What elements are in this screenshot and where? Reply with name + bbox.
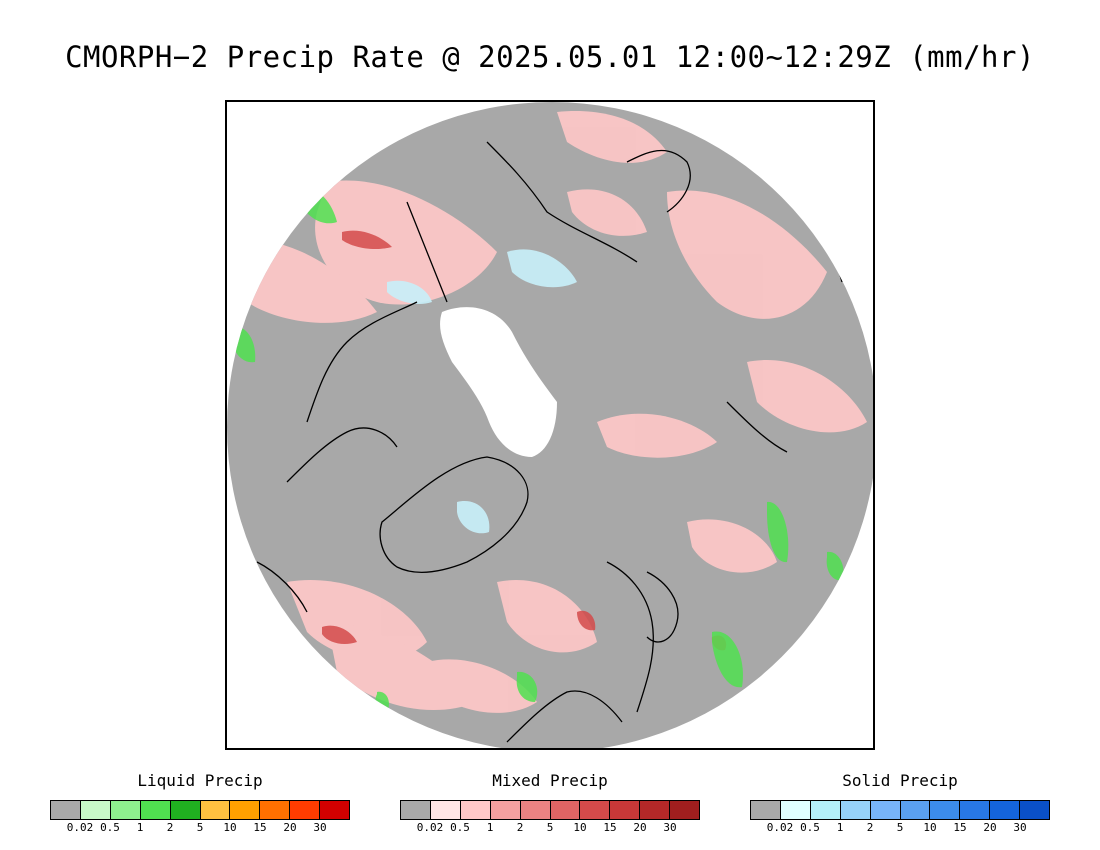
- legend-solid-swatch: [870, 801, 901, 819]
- legend-mixed-tick: 1: [486, 821, 494, 834]
- legend-liquid-swatch: [51, 801, 81, 819]
- legend-solid-swatch: [780, 801, 811, 819]
- legend-mixed-tick: 2: [516, 821, 524, 834]
- legend-solid-title: Solid Precip: [842, 771, 958, 790]
- legend-solid-tick: 2: [866, 821, 874, 834]
- legend-liquid-tick: 2: [166, 821, 174, 834]
- legend-mixed-ticks: 0.02 0.5 1 2 5 10 15 20 30: [400, 820, 700, 834]
- legend-solid-swatch: [810, 801, 841, 819]
- legend-liquid-title: Liquid Precip: [137, 771, 263, 790]
- legend-solid-tick: 15: [953, 821, 967, 834]
- legend-liquid: Liquid Precip 0.02 0.5 1 2 5 10 15 20 30: [50, 770, 350, 834]
- legend-liquid-tick: 5: [196, 821, 204, 834]
- legend-solid-tick: 20: [983, 821, 997, 834]
- legend-solid-swatch: [930, 801, 961, 819]
- legend-solid-swatch: [900, 801, 931, 819]
- legend-liquid-tick: 0.02: [66, 821, 94, 834]
- mixed-precip-areas: [237, 111, 867, 713]
- legend-liquid-swatch: [230, 801, 261, 819]
- legend-liquid-bar: [50, 800, 350, 820]
- legend-liquid-tick: 10: [223, 821, 237, 834]
- legend-mixed-tick: 0.5: [450, 821, 470, 834]
- legend-liquid-swatch: [140, 801, 171, 819]
- legend-liquid-ticks: 0.02 0.5 1 2 5 10 15 20 30: [50, 820, 350, 834]
- legend-liquid-swatch: [80, 801, 111, 819]
- legend-solid-ticks: 0.02 0.5 1 2 5 10 15 20 30: [750, 820, 1050, 834]
- legend-solid-swatch: [990, 801, 1021, 819]
- legend-solid: Solid Precip 0.02 0.5 1 2 5 10 15 20 30: [750, 770, 1050, 834]
- legend-mixed-swatch: [430, 801, 461, 819]
- legend-liquid-swatch: [290, 801, 321, 819]
- arctic-ice-region: [440, 307, 557, 457]
- map-panel: [225, 100, 875, 750]
- legend-mixed-swatch: [610, 801, 641, 819]
- legend-mixed-swatch: [490, 801, 521, 819]
- legend-mixed-swatch: [640, 801, 671, 819]
- legend-mixed-swatch: [460, 801, 491, 819]
- legend-mixed-tick: 5: [546, 821, 554, 834]
- coastlines: [256, 141, 843, 743]
- legend-liquid-swatch: [200, 801, 231, 819]
- legend-mixed-swatch: [550, 801, 581, 819]
- legend-liquid-tick: 15: [253, 821, 267, 834]
- legend-mixed-swatch: [401, 801, 431, 819]
- legend-liquid-tick: 1: [136, 821, 144, 834]
- legend-mixed-bar: [400, 800, 700, 820]
- legend-liquid-tick: 30: [313, 821, 327, 834]
- legend-solid-tick: 0.5: [800, 821, 820, 834]
- legend-mixed-title: Mixed Precip: [492, 771, 608, 790]
- legend-solid-tick: 10: [923, 821, 937, 834]
- legend-solid-bar: [750, 800, 1050, 820]
- legend-solid-tick: 0.02: [766, 821, 794, 834]
- legend-liquid-tick: 0.5: [100, 821, 120, 834]
- map-title: CMORPH−2 Precip Rate @ 2025.05.01 12:00~…: [65, 40, 1035, 74]
- legend-solid-swatch: [840, 801, 871, 819]
- legend-mixed-swatch: [670, 801, 700, 819]
- legend-mixed: Mixed Precip 0.02 0.5 1 2 5 10 15 20 30: [400, 770, 700, 834]
- legend-liquid-tick: 20: [283, 821, 297, 834]
- legend-liquid-swatch: [320, 801, 350, 819]
- legend-mixed-tick: 30: [663, 821, 677, 834]
- legend-mixed-tick: 15: [603, 821, 617, 834]
- legend-liquid-swatch: [170, 801, 201, 819]
- solid-precip-areas: [387, 249, 577, 534]
- legend-mixed-tick: 10: [573, 821, 587, 834]
- legend-mixed-tick: 0.02: [416, 821, 444, 834]
- legend-mixed-tick: 20: [633, 821, 647, 834]
- legend-liquid-swatch: [110, 801, 141, 819]
- legend-solid-swatch: [960, 801, 991, 819]
- legend-mixed-swatch: [580, 801, 611, 819]
- legend-solid-tick: 5: [896, 821, 904, 834]
- legend-solid-swatch: [1020, 801, 1050, 819]
- legend-solid-tick: 30: [1013, 821, 1027, 834]
- legend-solid-tick: 1: [836, 821, 844, 834]
- legend-mixed-swatch: [520, 801, 551, 819]
- legend-solid-swatch: [751, 801, 781, 819]
- polar-map: [227, 102, 873, 748]
- legend-liquid-swatch: [260, 801, 291, 819]
